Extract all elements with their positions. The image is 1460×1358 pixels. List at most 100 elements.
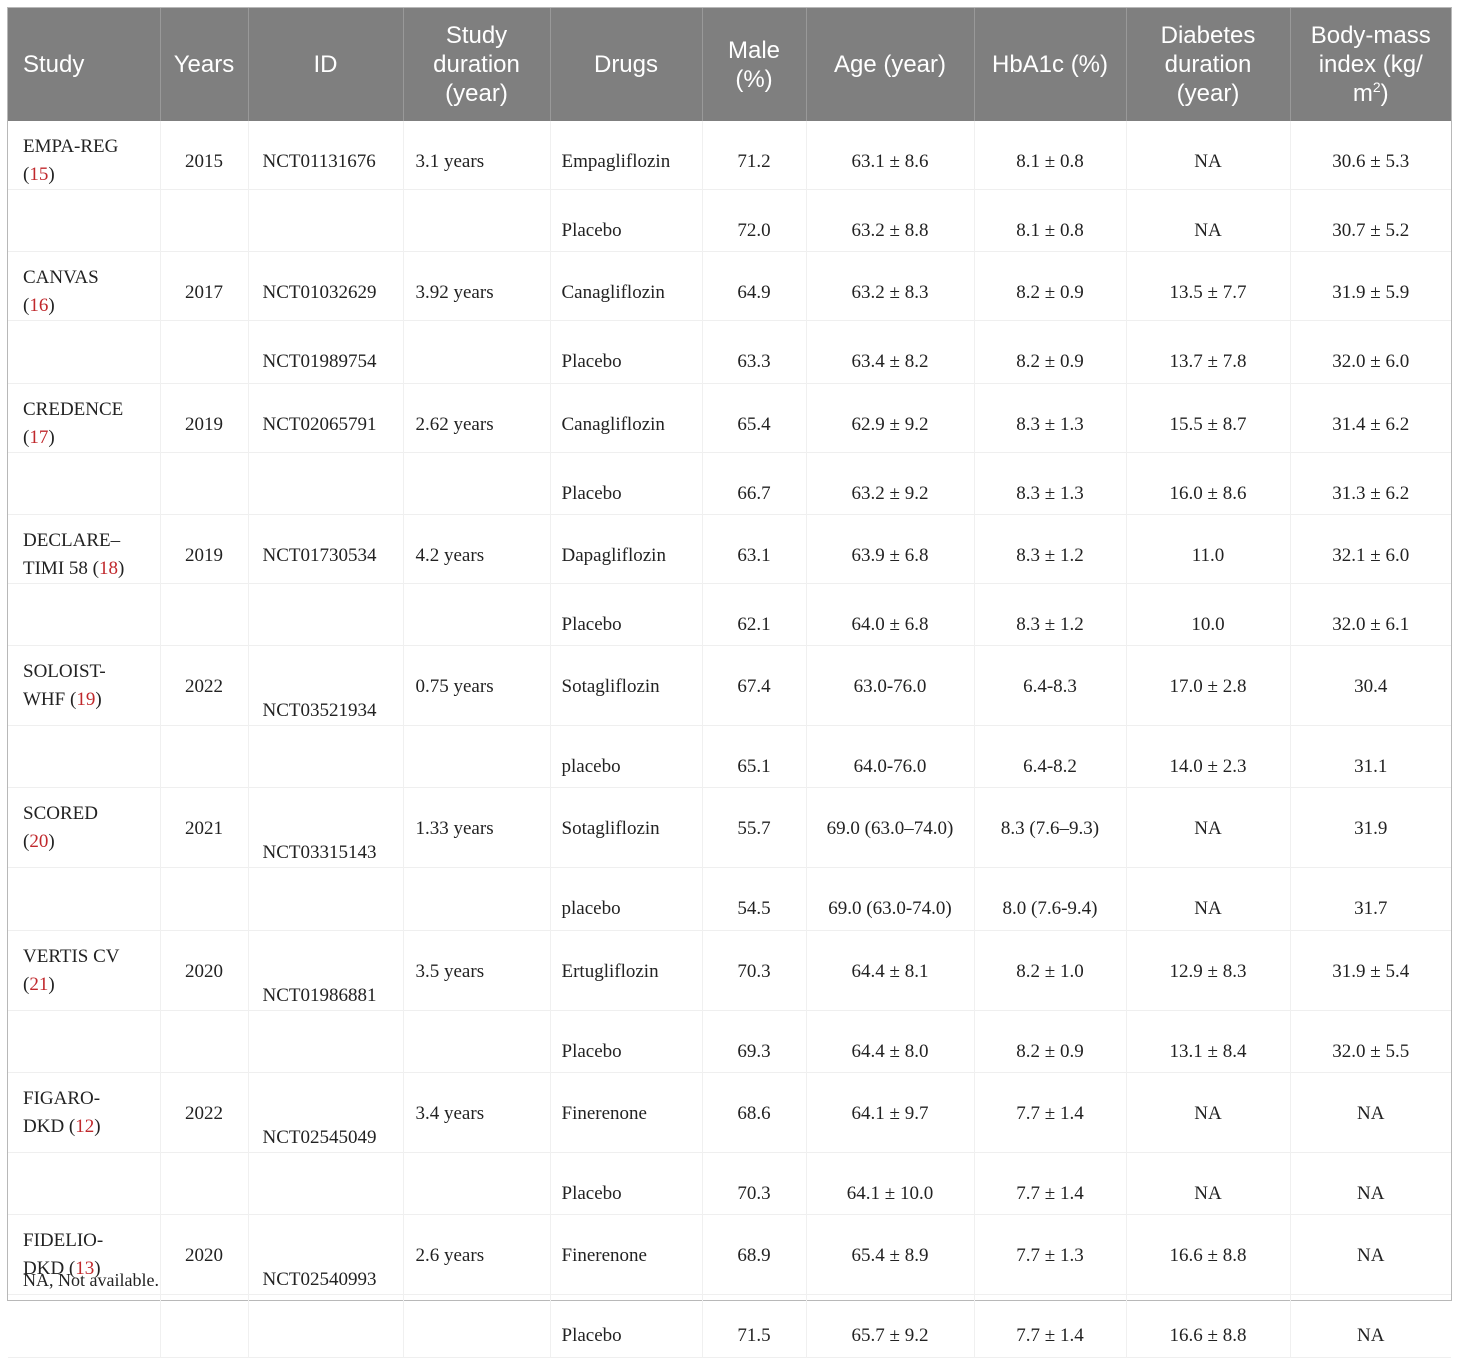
study-name-cell (8, 868, 160, 930)
diabetes-duration-cell: 16.0 ± 8.6 (1125, 452, 1290, 515)
age-cell: 69.0 (63.0–74.0) (805, 787, 974, 868)
table-row: Placebo 66.7 63.2 ± 9.2 8.3 ± 1.3 16.0 ± 8.6… (8, 452, 1451, 515)
trial-id-cell (247, 583, 403, 646)
table-row: Placebo 71.5 65.7 ± 9.2 7.7 ± 1.4 16.6 ± 8.8… (8, 1294, 1451, 1358)
age-cell: 64.1 ± 9.7 (805, 1072, 974, 1153)
diabetes-duration-cell: 16.6 ± 8.8 (1125, 1294, 1290, 1358)
year-cell (159, 867, 248, 931)
bmi-cell: 32.0 ± 6.1 (1289, 583, 1451, 646)
bmi-cell: 31.4 ± 6.2 (1289, 383, 1451, 453)
hba1c-cell: 8.3 ± 1.3 (973, 452, 1126, 515)
study-name-line2: ( (23, 831, 30, 853)
study-name-line1: EMPA-REG (23, 136, 119, 157)
trial-id-cell: NCT01989754 (247, 320, 403, 384)
age-cell: 63.9 ± 6.8 (805, 514, 974, 584)
drug-cell: Empagliflozin (549, 121, 702, 190)
year-cell (159, 320, 248, 384)
year-cell: 2019 (159, 514, 248, 584)
trial-id-cell: NCT02065791 (247, 383, 403, 453)
male-cell: 65.1 (701, 725, 806, 788)
trial-id-cell: NCT01131676 (247, 121, 403, 190)
study-duration-cell (402, 867, 550, 931)
study-name-line2: ( (23, 295, 30, 317)
age-cell: 65.7 ± 9.2 (805, 1294, 974, 1358)
table-row: Placebo 62.1 64.0 ± 6.8 8.3 ± 1.2 10.0 32.0 ±… (8, 583, 1451, 646)
male-cell: 70.3 (701, 930, 806, 1011)
diabetes-duration-cell: 13.1 ± 8.4 (1125, 1010, 1290, 1073)
table-row: CANVAS (16) 2017 NCT01032629 3.92 years Canag… (8, 251, 1451, 321)
header-diabetes-duration: Diabetes duration (year) (1125, 8, 1290, 121)
table-row: placebo 54.5 69.0 (63.0-74.0) 8.0 (7.6-9.4)… (8, 867, 1451, 931)
hba1c-cell: 8.3 ± 1.3 (973, 383, 1126, 453)
drug-cell: Finerenone (549, 1214, 702, 1295)
table-row: NCT01989754 Placebo 63.3 63.4 ± 8.2 8.2 ± 0.… (8, 320, 1451, 384)
male-cell: 66.7 (701, 452, 806, 515)
reference-link[interactable]: 15 (29, 164, 49, 185)
age-cell: 64.0-76.0 (805, 725, 974, 788)
table-body: EMPA-REG (15) 2015 NCT01131676 3.1 years Empa… (8, 121, 1451, 1358)
trial-id-cell: NCT02545049 (247, 1072, 403, 1153)
reference-link[interactable]: 13 (75, 1258, 95, 1280)
reference-link[interactable]: 16 (29, 295, 49, 317)
table-row: EMPA-REG (15) 2015 NCT01131676 3.1 years Empa… (8, 121, 1451, 190)
study-duration-cell (402, 189, 550, 252)
age-cell: 64.0 ± 6.8 (805, 583, 974, 646)
male-cell: 68.9 (701, 1214, 806, 1295)
table-row: Placebo 69.3 64.4 ± 8.0 8.2 ± 0.9 13.1 ± 8.4… (8, 1010, 1451, 1073)
male-cell: 70.3 (701, 1152, 806, 1215)
year-cell: 2017 (159, 251, 248, 321)
study-name-cell: CREDENCE (17) (8, 383, 160, 452)
age-cell: 62.9 ± 9.2 (805, 383, 974, 453)
year-cell (159, 583, 248, 646)
table-row: FIGARO- DKD (12) 2022 NCT02545049 3.4 years F… (8, 1072, 1451, 1153)
diabetes-duration-cell: NA (1125, 787, 1290, 868)
study-name-line1: CANVAS (23, 267, 99, 289)
hba1c-cell: 7.7 ± 1.4 (973, 1294, 1126, 1358)
study-duration-cell (402, 452, 550, 515)
study-name-end: ) (94, 1116, 101, 1138)
age-cell: 64.4 ± 8.0 (805, 1010, 974, 1073)
study-name-cell: DECLARE– TIMI 58 (18) (8, 514, 160, 583)
diabetes-duration-cell: NA (1125, 867, 1290, 931)
reference-link[interactable]: 19 (76, 689, 96, 711)
reference-link[interactable]: 17 (29, 426, 49, 448)
bmi-cell: 31.9 ± 5.9 (1289, 251, 1451, 321)
diabetes-duration-cell: 10.0 (1125, 583, 1290, 646)
study-duration-cell: 0.75 years (402, 645, 550, 726)
study-duration-cell: 2.62 years (402, 383, 550, 453)
diabetes-duration-cell: NA (1125, 189, 1290, 252)
drug-cell: Placebo (549, 1010, 702, 1073)
table-row: CREDENCE (17) 2019 NCT02065791 2.62 years Can… (8, 383, 1451, 453)
reference-link[interactable]: 20 (29, 831, 49, 853)
study-name-cell (8, 1295, 160, 1357)
year-cell (159, 1294, 248, 1358)
study-name-cell (8, 1010, 160, 1072)
bmi-cell: 31.3 ± 6.2 (1289, 452, 1451, 515)
reference-link[interactable]: 18 (98, 557, 118, 579)
study-name-cell: VERTIS CV (21) (8, 930, 160, 1010)
footnote: NA, Not available. (23, 1270, 159, 1290)
header-row: Study Years ID Study duration (year) Drugs… (8, 8, 1451, 121)
drug-cell: Placebo (549, 189, 702, 252)
study-name-cell (8, 726, 160, 788)
study-name-line2: DKD ( (23, 1116, 76, 1138)
trial-id-cell (247, 725, 403, 788)
reference-link[interactable]: 21 (29, 973, 49, 995)
hba1c-cell: 8.2 ± 0.9 (973, 251, 1126, 321)
male-cell: 65.4 (701, 383, 806, 453)
study-name-line1: DECLARE– (23, 529, 121, 551)
study-name-line1: CREDENCE (23, 398, 124, 420)
hba1c-cell: 8.0 (7.6-9.4) (973, 867, 1126, 931)
study-name-cell: EMPA-REG (15) (8, 121, 160, 190)
study-name-line2: ( (23, 973, 30, 995)
study-duration-cell (402, 1294, 550, 1358)
age-cell: 65.4 ± 8.9 (805, 1214, 974, 1295)
reference-link[interactable]: 12 (75, 1116, 95, 1138)
study-name-cell (8, 583, 160, 645)
study-name-cell (8, 1153, 160, 1215)
study-name-cell: FIDELIO- DKD (13) (8, 1215, 160, 1295)
study-name-end: ) (94, 1258, 101, 1280)
bmi-cell: 30.7 ± 5.2 (1289, 189, 1451, 252)
drug-cell: Sotagliflozin (549, 645, 702, 726)
header-age: Age (year) (805, 8, 974, 121)
